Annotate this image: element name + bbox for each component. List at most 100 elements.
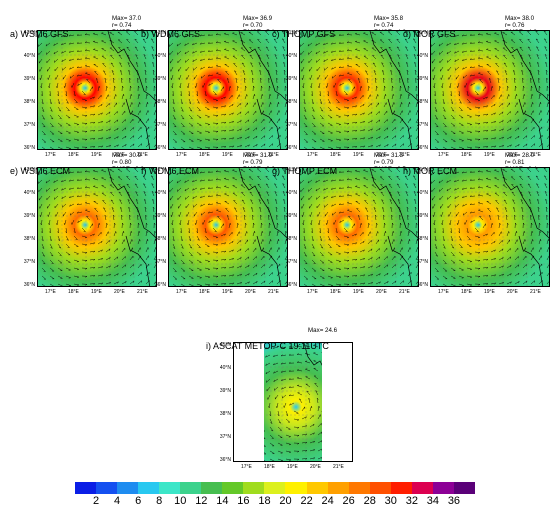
wind-arrow: [109, 184, 115, 189]
wind-arrow: [503, 55, 508, 60]
wind-arrow: [73, 235, 78, 240]
wind-arrow: [180, 267, 186, 272]
wind-arrow: [192, 58, 198, 62]
wind-arrow: [192, 171, 198, 174]
wind-arrow: [240, 177, 246, 181]
wind-arrow: [442, 106, 446, 112]
wind-arrow: [145, 255, 149, 261]
wind-arrow: [380, 184, 385, 189]
wind-arrow: [317, 211, 321, 217]
wind-arrow: [498, 86, 500, 92]
wind-arrow: [89, 267, 95, 269]
wind-arrow: [407, 94, 410, 100]
wind-arrow: [145, 263, 150, 269]
wind-arrow: [519, 176, 524, 181]
wind-arrow: [41, 146, 46, 149]
wind-arrow: [458, 138, 464, 141]
wind-arrow: [440, 66, 444, 72]
wind-arrow: [414, 70, 417, 76]
wind-arrow: [269, 434, 274, 439]
wind-arrow: [196, 251, 202, 256]
wind-arrow: [389, 199, 393, 205]
wind-arrow: [404, 168, 409, 173]
wind-arrow: [73, 283, 79, 286]
wind-arrow: [49, 130, 55, 135]
wind-arrow: [309, 432, 315, 436]
wind-arrow: [388, 176, 393, 181]
wind-arrow: [65, 227, 68, 233]
wind-arrow: [496, 207, 500, 213]
wind-arrow: [313, 375, 319, 380]
lon-label: 20°E: [114, 152, 125, 158]
wind-arrow: [65, 130, 71, 134]
panel-title: i) ASCAT METOP-C 19:11UTC: [206, 341, 329, 351]
wind-arrow: [113, 281, 119, 285]
wind-arrow: [188, 267, 194, 271]
lon-label: 18°E: [68, 152, 79, 158]
wind-arrow: [105, 103, 110, 108]
wind-arrow: [61, 195, 67, 199]
wind-arrow: [454, 171, 460, 174]
wind-arrow: [77, 203, 83, 205]
wind-arrow: [415, 272, 418, 277]
wind-arrow: [57, 130, 63, 134]
wind-arrow: [257, 46, 262, 52]
wind-arrow: [129, 255, 134, 261]
wind-arrow: [335, 235, 340, 240]
lat-label: 40°N: [154, 190, 166, 196]
wind-arrow: [49, 114, 54, 120]
wind-arrow: [466, 106, 472, 110]
wind-arrow: [39, 195, 43, 201]
wind-arrow: [495, 63, 500, 68]
wind-arrow: [454, 42, 460, 46]
wind-arrow: [240, 40, 246, 44]
wind-arrow: [301, 406, 305, 412]
wind-arrow: [180, 146, 185, 149]
wind-arrow: [323, 187, 329, 191]
wind-arrow: [442, 122, 447, 127]
wind-arrow: [192, 179, 198, 183]
wind-arrow: [266, 378, 271, 383]
wind-arrow: [284, 118, 287, 124]
colorbar-segment: [348, 482, 370, 494]
wind-arrow: [303, 219, 305, 225]
wind-arrow: [413, 183, 417, 189]
wind-arrow: [268, 135, 273, 140]
wind-arrow: [260, 255, 265, 261]
wind-arrow: [180, 82, 182, 88]
wind-arrow: [276, 263, 281, 269]
wind-arrow: [93, 178, 99, 181]
wind-arrow: [252, 78, 254, 84]
wind-arrow: [118, 54, 123, 60]
wind-arrow: [544, 38, 548, 44]
colorbar-tick-label: 34: [426, 495, 440, 507]
wind-arrow: [339, 82, 345, 86]
wind-arrow: [311, 275, 317, 280]
lat-label: 40°N: [285, 190, 297, 196]
coastline: [369, 31, 418, 149]
colorbar-segment: [327, 482, 349, 494]
wind-arrow: [546, 118, 549, 124]
wind-arrow: [498, 128, 504, 132]
wind-arrow: [196, 114, 202, 119]
coastline: [369, 168, 418, 286]
wind-arrow: [73, 146, 79, 149]
wind-arrow: [41, 130, 46, 135]
wind-arrow: [267, 70, 270, 76]
wind-arrow: [343, 243, 349, 246]
wind-arrow: [513, 207, 516, 213]
wind-arrow: [135, 62, 139, 68]
wind-arrow: [303, 98, 306, 104]
wind-arrow: [273, 362, 279, 366]
wind-arrow: [356, 71, 361, 76]
wind-arrow: [196, 122, 202, 126]
lon-label: 18°E: [330, 152, 341, 158]
wind-arrow: [519, 31, 524, 36]
wind-arrow: [332, 211, 337, 216]
wind-arrow: [309, 457, 315, 460]
wind-arrow: [185, 203, 190, 209]
wind-arrow: [135, 54, 139, 60]
wind-arrow: [228, 266, 234, 269]
lon-label: 20°E: [310, 464, 321, 470]
wind-arrow: [335, 138, 341, 141]
